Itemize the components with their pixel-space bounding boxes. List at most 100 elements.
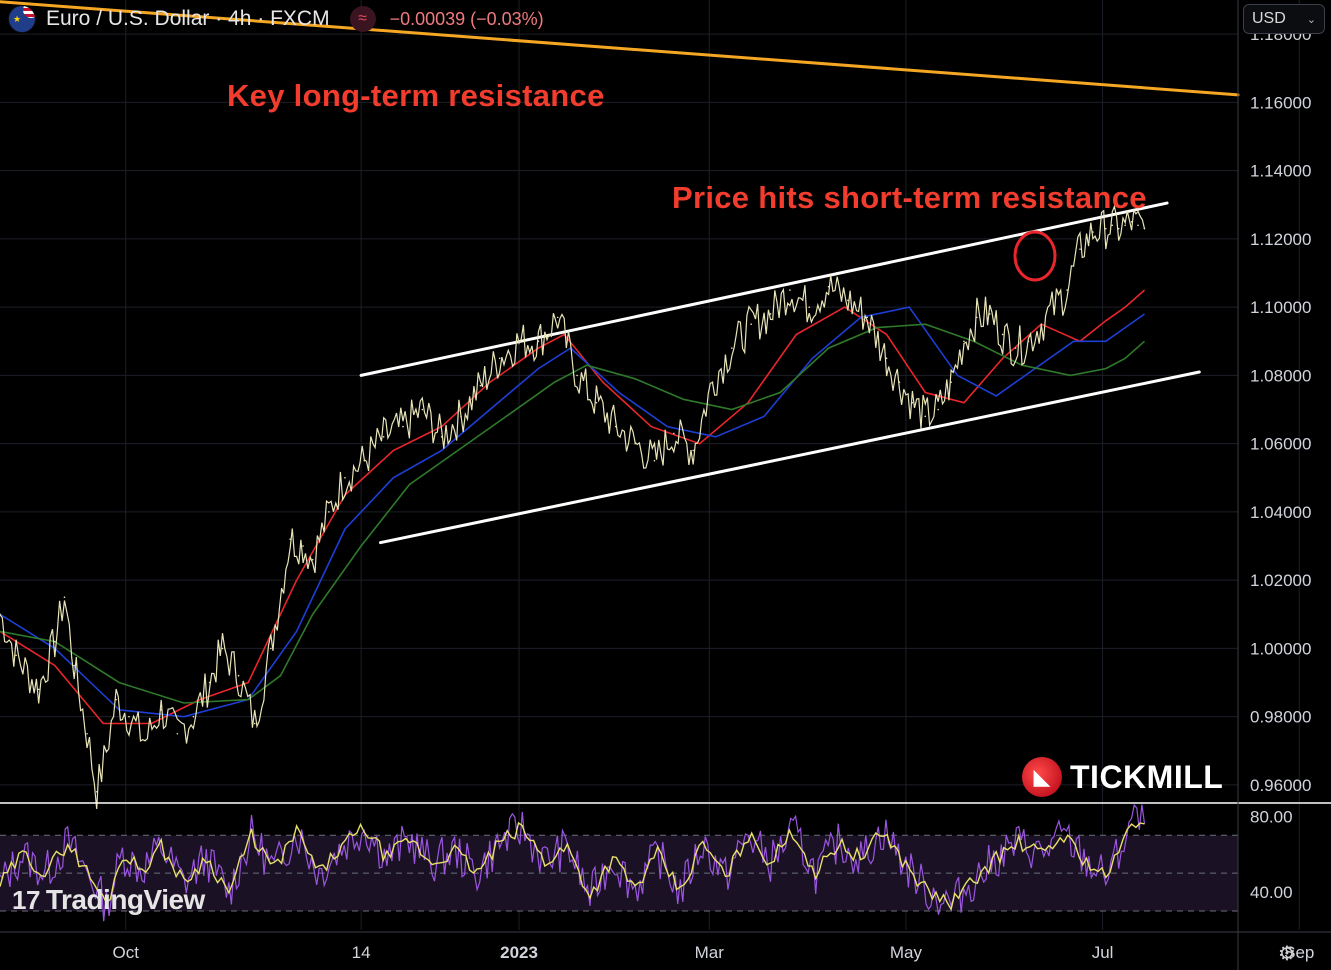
price-point (1105, 227, 1107, 230)
price-point (221, 647, 224, 650)
long-term-annotation: Key long-term resistance (227, 78, 605, 113)
x-tick-label: 2023 (500, 943, 538, 962)
y-tick-label: 1.14000 (1250, 162, 1311, 181)
y-tick-label: 1.06000 (1250, 435, 1311, 454)
y-tick-label: 1.10000 (1250, 298, 1311, 317)
price-point (911, 401, 914, 404)
chart-header: ★ Euro / U.S. Dollar · 4h · FXCM ≈ −0.00… (0, 0, 544, 38)
price-point (192, 715, 195, 718)
price-change: −0.00039 (−0.03%) (389, 8, 544, 29)
y-tick-label: 1.04000 (1250, 503, 1311, 522)
price-point (1079, 248, 1081, 250)
y-tick-label: 1.00000 (1250, 639, 1311, 658)
price-point (363, 459, 366, 462)
channel-top-line (359, 201, 1169, 377)
currency-select[interactable]: USD ⌄ (1243, 4, 1325, 34)
x-tick-label: May (890, 943, 923, 962)
price-point (1117, 227, 1120, 230)
price-point (498, 357, 501, 360)
price-point (144, 739, 146, 742)
price-point (808, 306, 811, 308)
price-point (634, 442, 636, 445)
price-point (95, 790, 98, 793)
target-circle (1013, 230, 1057, 282)
price-series (0, 204, 1146, 810)
price-point (827, 285, 830, 288)
wave-icon[interactable]: ≈ (349, 6, 376, 32)
rsi-band (0, 834, 1238, 912)
channel-bottom-line (378, 370, 1201, 545)
price-point (769, 313, 772, 315)
rsi-signal-line (0, 821, 1145, 912)
x-tick-label: Mar (695, 943, 725, 962)
price-point (382, 436, 385, 438)
tickmill-wordmark: TICKMILL (1070, 758, 1224, 795)
price-point (253, 722, 256, 725)
price-point (460, 415, 462, 418)
price-line (0, 204, 1146, 810)
price-point (866, 316, 869, 319)
price-point (54, 640, 56, 643)
trendlines (0, 0, 1240, 545)
price-point (731, 347, 733, 349)
moving-averages (0, 289, 1146, 725)
tradingview-icon: 17 (12, 884, 40, 915)
price-point (595, 401, 598, 404)
rsi-series (0, 803, 1146, 922)
price-point (1001, 333, 1004, 336)
price-point (1027, 340, 1030, 343)
price-point (37, 688, 40, 691)
price-point (328, 511, 330, 513)
price-point (63, 596, 66, 599)
price-point (1014, 347, 1017, 349)
price-point (311, 558, 314, 561)
price-point (160, 709, 162, 711)
price-point (885, 357, 888, 360)
price-point (692, 449, 694, 452)
price-point (1124, 224, 1126, 227)
price-point (789, 289, 791, 291)
gear-icon[interactable]: ⚙ (1278, 942, 1296, 965)
price-point (576, 374, 578, 377)
price-point (421, 408, 424, 411)
short-term-annotation: Price hits short-term resistance (672, 180, 1147, 215)
price-point (440, 436, 443, 438)
price-point (950, 381, 952, 384)
chevron-down-icon: ⌄ (1306, 13, 1316, 26)
tradingview-logo: 17 TradingView (12, 884, 205, 916)
y-tick-label: 1.02000 (1250, 571, 1311, 590)
price-point (976, 316, 978, 319)
ema-fast-line (0, 289, 1146, 725)
price-point (128, 715, 130, 718)
price-point (1053, 306, 1056, 308)
price-point (1040, 323, 1043, 326)
price-point (105, 750, 108, 752)
price-point (673, 432, 675, 435)
price-point (15, 654, 17, 657)
symbol-title[interactable]: Euro / U.S. Dollar · 4h · FXCM (46, 7, 330, 30)
price-point (302, 545, 304, 547)
rsi-tick-label: 40.00 (1250, 883, 1293, 902)
price-point (711, 381, 714, 384)
ema-mid-line (0, 306, 1145, 718)
rsi-tick-label: 80.00 (1250, 807, 1293, 826)
x-tick-label: Oct (113, 943, 140, 962)
price-point (237, 674, 240, 677)
price-point (176, 732, 179, 735)
price-point (653, 459, 656, 462)
price-point (289, 538, 291, 541)
x-tick-label: Sep (1284, 943, 1314, 962)
grid (0, 0, 1300, 930)
price-point (1143, 227, 1146, 230)
price-point (614, 425, 617, 428)
currency-label: USD (1252, 10, 1286, 27)
price-point (1130, 221, 1133, 223)
price-point (208, 681, 211, 684)
price-point (537, 340, 540, 343)
price-point (115, 698, 117, 701)
tickmill-icon: ◣ (1022, 757, 1062, 797)
price-point (963, 340, 965, 343)
tickmill-logo: ◣ TICKMILL (1022, 757, 1223, 797)
